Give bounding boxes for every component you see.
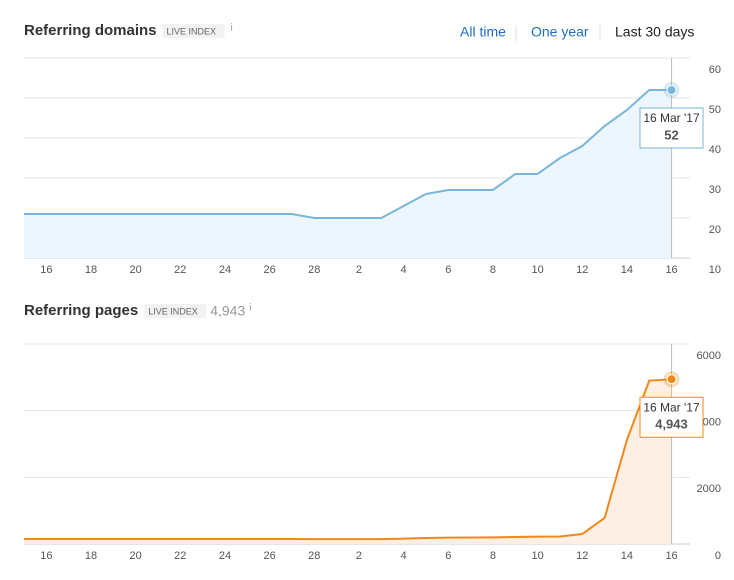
x-tick-label: 26 bbox=[264, 550, 276, 562]
x-tick-label: 8 bbox=[490, 550, 496, 562]
tooltip-value: 4,943 bbox=[655, 417, 688, 432]
badge-bg bbox=[162, 24, 225, 38]
y-tick-label: 60 bbox=[709, 64, 721, 76]
x-tick-label: 6 bbox=[445, 550, 451, 562]
y-tick-label: 50 bbox=[709, 104, 721, 116]
point bbox=[666, 85, 677, 95]
x-tick-label: 22 bbox=[174, 264, 186, 276]
x-tick-label: 16 bbox=[40, 550, 52, 562]
area bbox=[24, 379, 672, 544]
y-tick-label: 10 bbox=[709, 264, 721, 276]
tooltip-date: 16 Mar '17 bbox=[643, 400, 700, 414]
x-tick-label: 14 bbox=[621, 264, 633, 276]
chart-title: Referring domains bbox=[24, 22, 157, 39]
tooltip-date: 16 Mar '17 bbox=[643, 111, 700, 125]
x-tick-label: 4 bbox=[401, 264, 407, 276]
x-tick-label: 8 bbox=[490, 264, 496, 276]
range-all-time[interactable]: All time bbox=[460, 24, 506, 40]
x-tick-label: 18 bbox=[85, 550, 97, 562]
line bbox=[24, 89, 672, 219]
badge: LIVE INDEX bbox=[148, 306, 198, 316]
x-tick-label: 16 bbox=[40, 264, 52, 276]
x-tick-label: 24 bbox=[219, 550, 231, 562]
range-30-days[interactable]: Last 30 days bbox=[615, 24, 694, 40]
x-tick-label: 14 bbox=[621, 550, 633, 562]
x-tick-label: 22 bbox=[174, 550, 186, 562]
x-tick-label: 20 bbox=[130, 264, 142, 276]
y-tick-label: 20 bbox=[709, 224, 721, 236]
x-tick-label: 26 bbox=[264, 264, 276, 276]
x-tick-label: 24 bbox=[219, 264, 231, 276]
point bbox=[666, 374, 677, 385]
chart-title: Referring pages bbox=[24, 302, 138, 319]
x-tick-label: 12 bbox=[576, 264, 588, 276]
x-tick-label: 28 bbox=[308, 550, 320, 562]
x-tick-label: 16 bbox=[665, 550, 677, 562]
x-tick-label: 12 bbox=[576, 550, 588, 562]
y-tick-label: 0 bbox=[715, 550, 721, 562]
x-tick-label: 10 bbox=[531, 550, 543, 562]
y-tick-label: 40 bbox=[709, 144, 721, 156]
line bbox=[24, 378, 672, 541]
badge: LIVE INDEX bbox=[167, 26, 217, 36]
x-tick-label: 6 bbox=[445, 264, 451, 276]
x-tick-label: 2 bbox=[356, 264, 362, 276]
tooltip-box bbox=[639, 107, 704, 149]
total-count: 4,943 bbox=[210, 303, 245, 319]
x-tick-label: 2 bbox=[356, 550, 362, 562]
info-icon: i bbox=[231, 23, 233, 34]
x-tick-label: 28 bbox=[308, 264, 320, 276]
x-tick-label: 20 bbox=[130, 550, 142, 562]
area bbox=[24, 90, 672, 258]
range-one-year[interactable]: One year bbox=[531, 24, 589, 40]
x-tick-label: 4 bbox=[401, 550, 407, 562]
x-tick-label: 18 bbox=[85, 264, 97, 276]
info-icon: i bbox=[249, 303, 251, 314]
y-tick-label: 6000 bbox=[697, 350, 721, 362]
x-tick-label: 10 bbox=[531, 264, 543, 276]
tooltip-box bbox=[639, 396, 704, 438]
y-tick-label: 30 bbox=[709, 184, 721, 196]
tooltip-value: 52 bbox=[664, 127, 678, 142]
badge-bg bbox=[144, 304, 207, 318]
y-tick-label: 2000 bbox=[697, 483, 721, 495]
x-tick-label: 16 bbox=[665, 264, 677, 276]
